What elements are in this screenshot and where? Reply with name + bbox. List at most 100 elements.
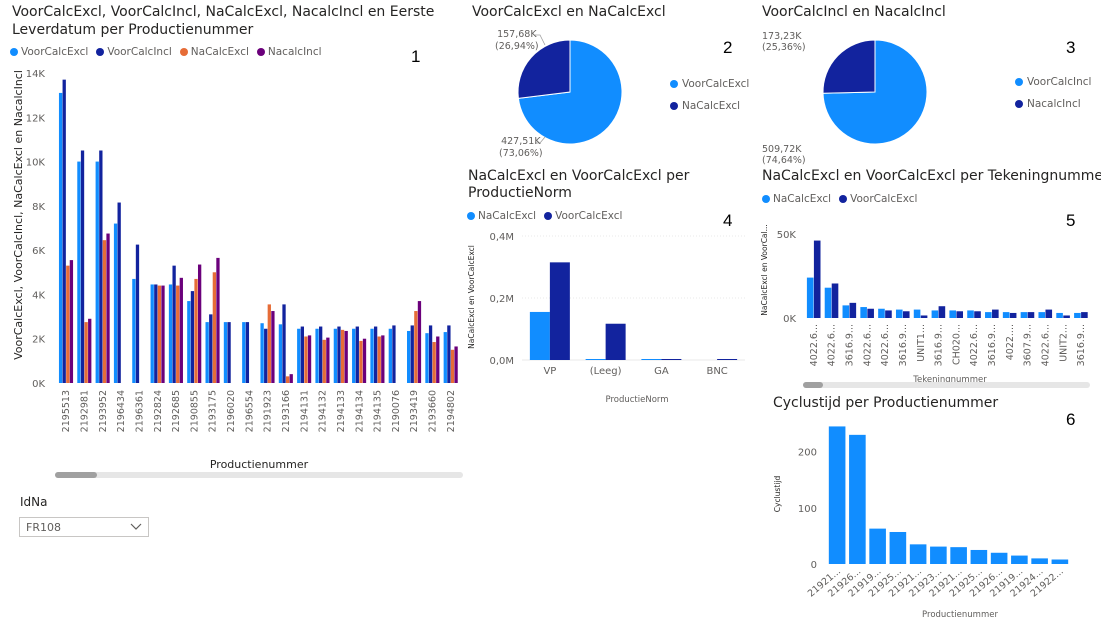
bar[interactable]: [909, 544, 927, 564]
bar[interactable]: [212, 272, 217, 383]
bar[interactable]: [304, 336, 308, 384]
legend-item[interactable]: NacalcIncl: [1015, 93, 1091, 115]
bar[interactable]: [242, 322, 246, 383]
visual-4-legend[interactable]: NaCalcExcl VoorCalcExcl: [467, 210, 622, 222]
bar[interactable]: [370, 328, 374, 383]
visual-1-horizontal-scrollbar[interactable]: [55, 472, 463, 478]
bar[interactable]: [717, 359, 738, 360]
bar[interactable]: [432, 342, 436, 383]
bar[interactable]: [967, 310, 974, 318]
bar[interactable]: [970, 549, 988, 564]
visual-2-plot[interactable]: [490, 25, 670, 170]
bar[interactable]: [62, 79, 66, 383]
visual-1-legend[interactable]: VoorCalcExcl VoorCalcIncl NaCalcExcl Nac…: [10, 46, 322, 58]
bar[interactable]: [938, 306, 946, 318]
bar[interactable]: [322, 339, 326, 383]
bar[interactable]: [549, 262, 570, 360]
bar[interactable]: [95, 161, 99, 383]
bar[interactable]: [245, 322, 250, 383]
bar[interactable]: [106, 233, 110, 383]
bar[interactable]: [985, 312, 992, 318]
bar[interactable]: [227, 322, 231, 383]
bar[interactable]: [307, 335, 312, 383]
legend-item[interactable]: NaCalcExcl: [762, 193, 831, 205]
bar[interactable]: [1009, 312, 1017, 318]
legend-item[interactable]: VoorCalcExcl: [10, 46, 88, 58]
bar[interactable]: [920, 315, 928, 318]
bar[interactable]: [319, 326, 323, 383]
bar[interactable]: [885, 310, 892, 318]
bar[interactable]: [990, 552, 1008, 564]
pie-slice[interactable]: [517, 39, 571, 99]
bar[interactable]: [992, 309, 999, 318]
legend-item[interactable]: NaCalcExcl: [467, 210, 536, 222]
bar[interactable]: [828, 426, 846, 564]
bar[interactable]: [454, 346, 458, 383]
bar[interactable]: [333, 328, 338, 383]
bar[interactable]: [157, 285, 162, 383]
bar[interactable]: [172, 265, 176, 383]
bar[interactable]: [950, 547, 967, 564]
bar[interactable]: [381, 335, 385, 383]
bar[interactable]: [1056, 312, 1063, 318]
bar[interactable]: [271, 311, 275, 383]
bar[interactable]: [117, 202, 121, 383]
bar[interactable]: [869, 528, 886, 564]
legend-item[interactable]: VoorCalcIncl: [1015, 71, 1091, 93]
visual-3-plot[interactable]: [800, 25, 950, 170]
bar[interactable]: [326, 337, 330, 383]
bar[interactable]: [813, 240, 821, 318]
bar[interactable]: [209, 314, 213, 383]
bar[interactable]: [373, 326, 378, 383]
bar[interactable]: [414, 311, 418, 383]
bar[interactable]: [878, 308, 885, 318]
bar[interactable]: [58, 92, 63, 383]
bar[interactable]: [806, 277, 814, 318]
bar[interactable]: [417, 301, 422, 383]
bar[interactable]: [66, 265, 70, 383]
visual-2-legend[interactable]: VoorCalcExcl NaCalcExcl: [670, 73, 749, 117]
bar[interactable]: [407, 330, 411, 383]
bar[interactable]: [1063, 315, 1070, 318]
visual-5-plot[interactable]: 0K 50K NaCalcExcl en VoorCal... Tekeningnum…: [755, 212, 1095, 387]
bar[interactable]: [132, 278, 136, 383]
bar[interactable]: [190, 291, 195, 383]
bar[interactable]: [860, 307, 867, 318]
bar[interactable]: [1011, 555, 1028, 564]
bar[interactable]: [895, 309, 903, 318]
bar[interactable]: [443, 332, 447, 383]
bar[interactable]: [161, 285, 165, 383]
legend-item[interactable]: NacalcIncl: [256, 46, 322, 58]
bar[interactable]: [102, 240, 107, 383]
bar[interactable]: [154, 284, 158, 383]
bar[interactable]: [69, 260, 74, 383]
bar[interactable]: [216, 257, 220, 383]
bar[interactable]: [902, 311, 910, 318]
bar[interactable]: [260, 323, 264, 383]
bar[interactable]: [410, 325, 414, 383]
bar[interactable]: [931, 310, 939, 318]
visual-1-scrollbar-thumb[interactable]: [55, 472, 97, 478]
bar[interactable]: [447, 325, 451, 383]
bar[interactable]: [930, 546, 947, 564]
bar[interactable]: [661, 359, 682, 360]
bar[interactable]: [194, 278, 198, 383]
bar[interactable]: [529, 311, 550, 360]
bar[interactable]: [278, 324, 283, 383]
bar[interactable]: [267, 304, 271, 383]
bar[interactable]: [831, 283, 839, 318]
bar[interactable]: [99, 150, 103, 384]
bar[interactable]: [889, 531, 907, 564]
bar[interactable]: [289, 374, 293, 383]
bar[interactable]: [1038, 312, 1046, 318]
bar[interactable]: [84, 322, 88, 383]
bar[interactable]: [1081, 312, 1088, 318]
bar[interactable]: [392, 325, 396, 383]
visual-3-legend[interactable]: VoorCalcIncl NacalcIncl: [1015, 71, 1091, 115]
legend-item[interactable]: VoorCalcExcl: [544, 210, 622, 222]
bar[interactable]: [1045, 309, 1053, 318]
bar[interactable]: [282, 304, 286, 383]
bar[interactable]: [849, 302, 857, 318]
visual-4-plot[interactable]: 0,0M 0,2M 0,4M NaCalcExcl en VoorCalcExcl Pr…: [460, 222, 750, 412]
